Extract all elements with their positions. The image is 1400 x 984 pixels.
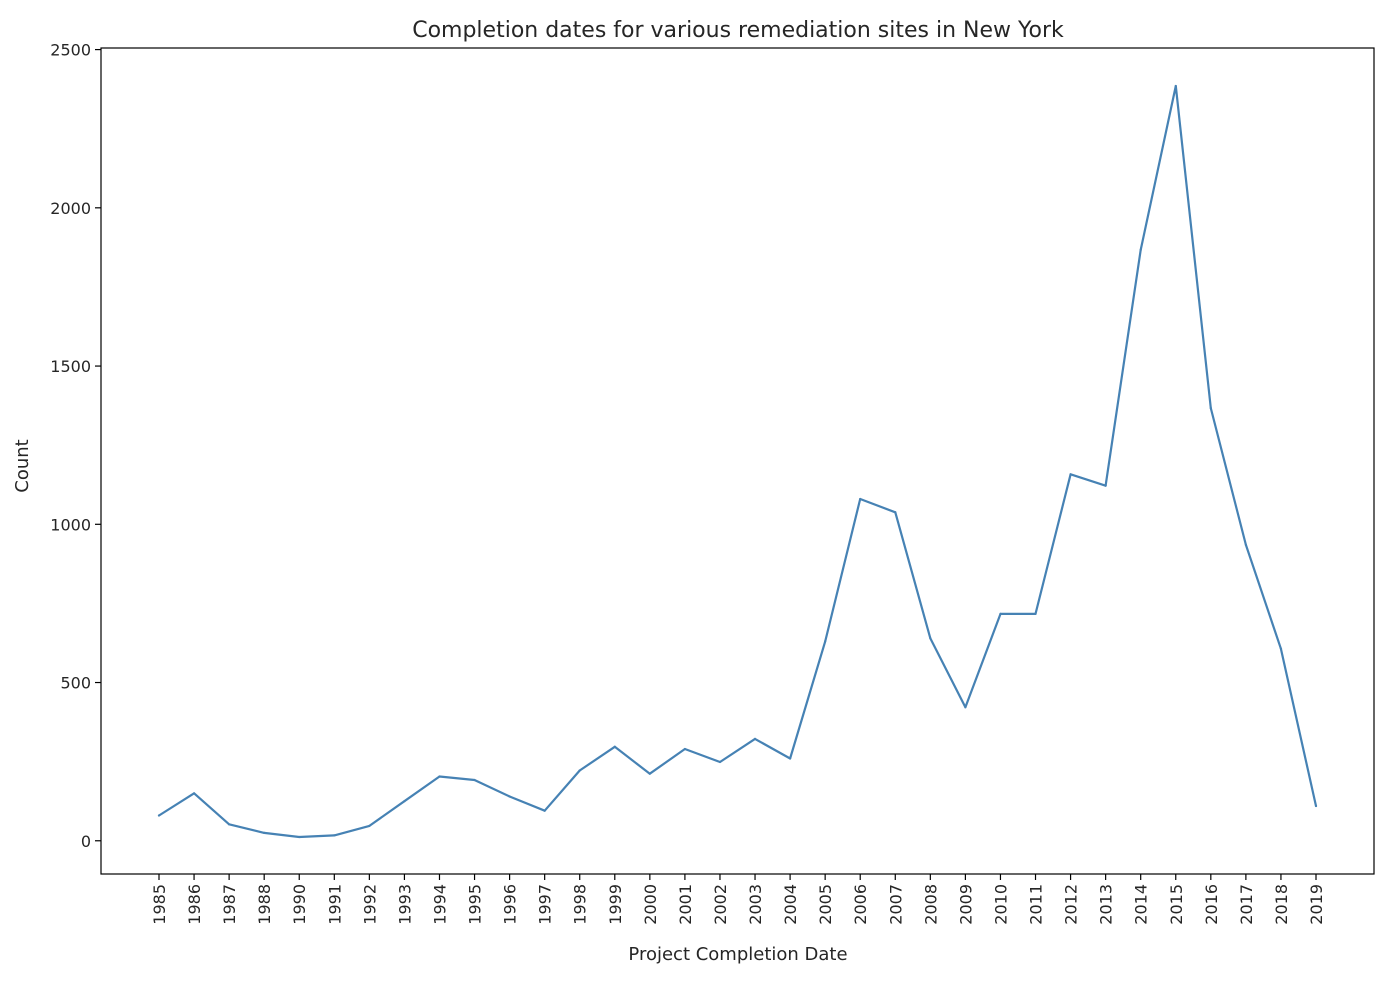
data-point <box>1209 407 1212 410</box>
data-point <box>683 747 687 751</box>
x-axis: 1985 1986 1987 1988 1990 1991 1992 1993 1994 1995… <box>150 874 1326 925</box>
data-point <box>613 745 616 748</box>
y-tick-label: 0 <box>81 832 91 851</box>
x-tick-label: 1996 <box>501 884 520 925</box>
data-point <box>1314 804 1318 808</box>
x-tick-label: 2005 <box>816 884 835 925</box>
x-tick-label: 1985 <box>150 884 169 925</box>
data-point <box>1174 84 1177 88</box>
x-tick-label: 2018 <box>1272 884 1291 925</box>
data-point <box>964 706 967 709</box>
data-point <box>333 834 336 837</box>
x-tick-label: 2012 <box>1062 884 1081 925</box>
y-tick-label: 2000 <box>50 199 91 218</box>
x-tick-label: 2013 <box>1097 884 1116 925</box>
x-tick-label: 2017 <box>1237 884 1256 925</box>
data-point <box>894 511 897 514</box>
y-tick-label: 2500 <box>50 41 91 60</box>
x-tick-label: 1991 <box>325 884 344 925</box>
x-tick-label: 2006 <box>851 884 870 925</box>
data-point <box>648 772 651 775</box>
data-point <box>578 769 581 772</box>
y-axis: 0 500 1000 1500 2000 2500 <box>50 41 101 851</box>
x-tick-label: 2000 <box>641 884 660 925</box>
x-tick-label: 2002 <box>711 884 730 925</box>
data-point <box>157 814 161 817</box>
x-tick-label: 1993 <box>395 884 414 925</box>
x-tick-label: 1990 <box>290 884 309 925</box>
data-point <box>1279 647 1283 650</box>
x-tick-label: 1998 <box>571 884 590 925</box>
data-point <box>1034 612 1037 615</box>
y-axis-label: Count <box>12 439 33 492</box>
x-tick-label: 2015 <box>1167 884 1186 925</box>
data-point <box>403 800 406 803</box>
x-tick-label: 1986 <box>185 884 204 925</box>
x-tick-label: 1987 <box>220 884 239 925</box>
data-point <box>298 835 301 839</box>
data-point <box>1244 543 1247 546</box>
data-point <box>228 823 231 826</box>
data-point <box>753 737 757 740</box>
x-tick-label: 2019 <box>1307 884 1326 925</box>
data-point <box>438 775 441 778</box>
x-tick-label: 2016 <box>1202 884 1221 925</box>
data-point <box>508 795 511 798</box>
plot-frame <box>100 47 1375 875</box>
data-point <box>929 637 932 640</box>
data-point <box>1069 473 1072 476</box>
x-tick-label: 2004 <box>781 884 800 925</box>
x-tick-label: 2009 <box>956 884 975 925</box>
data-point <box>368 824 371 827</box>
x-tick-label: 2007 <box>886 884 905 925</box>
x-tick-label: 1992 <box>360 884 379 925</box>
y-tick-label: 1000 <box>50 515 91 534</box>
data-point <box>718 760 722 764</box>
x-tick-label: 1995 <box>466 884 485 925</box>
x-tick-label: 1997 <box>536 884 555 925</box>
x-tick-label: 1999 <box>606 884 625 925</box>
data-point <box>824 640 827 643</box>
data-point <box>1104 484 1107 487</box>
series-line <box>157 84 1318 839</box>
x-tick-label: 2010 <box>991 884 1010 925</box>
x-tick-label: 2008 <box>921 884 940 925</box>
y-tick-label: 1500 <box>50 357 91 376</box>
data-point <box>1139 248 1142 252</box>
chart-title: Completion dates for various remediation… <box>412 18 1064 43</box>
x-tick-label: 2014 <box>1132 884 1151 925</box>
x-tick-label: 2011 <box>1027 884 1046 925</box>
data-point <box>192 792 196 795</box>
data-point <box>473 778 476 782</box>
x-axis-label: Project Completion Date <box>628 944 847 965</box>
x-tick-label: 1988 <box>255 884 274 925</box>
x-tick-label: 2001 <box>676 884 695 925</box>
y-tick-label: 500 <box>60 674 91 693</box>
x-tick-label: 1994 <box>430 884 449 925</box>
data-point <box>999 612 1002 615</box>
data-point <box>859 497 862 501</box>
plot-area <box>100 47 1375 875</box>
x-tick-label: 2003 <box>746 884 765 925</box>
data-point <box>788 757 792 760</box>
data-point <box>543 809 546 812</box>
data-point <box>263 831 266 834</box>
